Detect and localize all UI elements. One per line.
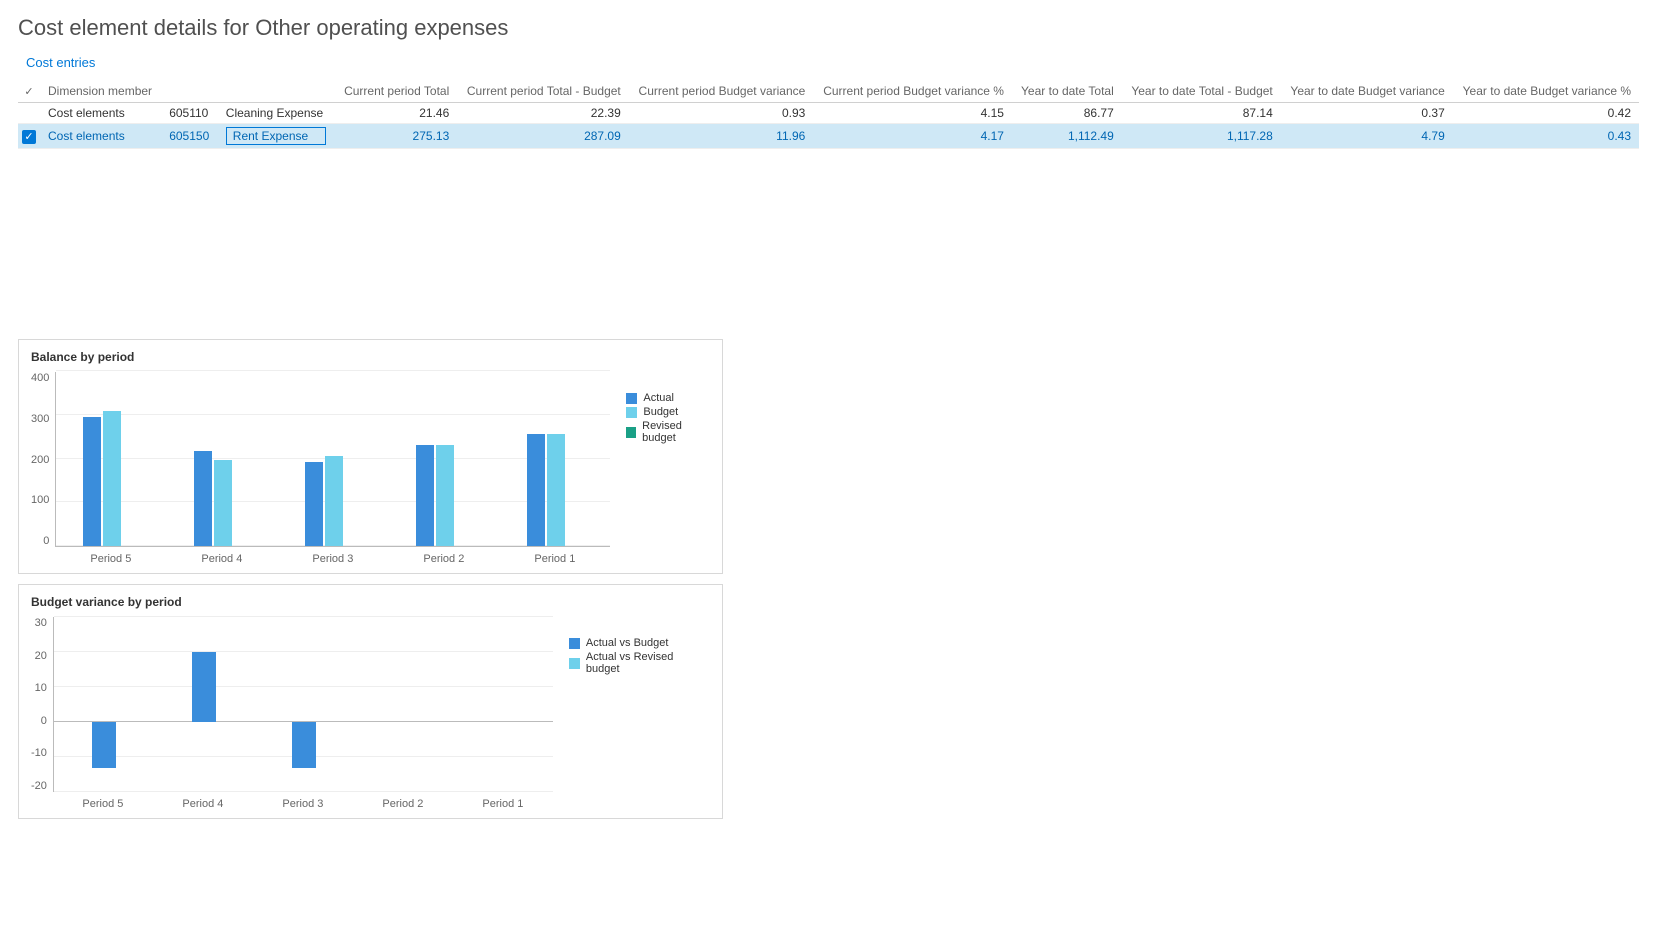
col-cp-total-budget[interactable]: Current period Total - Budget bbox=[457, 80, 629, 103]
cell-cp-total: 21.46 bbox=[335, 103, 457, 124]
cell-cp-var: 0.93 bbox=[629, 103, 814, 124]
table-header-row: ✓ Dimension member Current period Total … bbox=[18, 80, 1639, 103]
cell-name: Cleaning Expense bbox=[218, 103, 335, 124]
cell-cp-total: 275.13 bbox=[335, 124, 457, 149]
chart-bar[interactable] bbox=[192, 652, 216, 722]
cell-cp-var-pct: 4.15 bbox=[813, 103, 1012, 124]
cell-ytd-var-pct: 0.43 bbox=[1453, 124, 1639, 149]
chart-x-label: Period 5 bbox=[55, 553, 166, 565]
legend-swatch bbox=[569, 638, 580, 649]
chart-x-label: Period 5 bbox=[53, 798, 153, 810]
col-cp-var[interactable]: Current period Budget variance bbox=[629, 80, 814, 103]
cell-ytd-total: 1,112.49 bbox=[1012, 124, 1122, 149]
legend-label: Actual bbox=[643, 392, 674, 404]
legend-item[interactable]: Budget bbox=[626, 406, 710, 418]
cell-code: 605150 bbox=[161, 124, 218, 149]
table-row[interactable]: ✓Cost elements605150 Rent Expense 275.1328… bbox=[18, 124, 1639, 149]
chart-x-label: Period 4 bbox=[166, 553, 277, 565]
legend-item[interactable]: Actual vs Revised budget bbox=[569, 651, 710, 675]
chart-bar[interactable] bbox=[416, 445, 434, 547]
cell-ytd-total: 86.77 bbox=[1012, 103, 1122, 124]
chart-x-label: Period 3 bbox=[277, 553, 388, 565]
chart-bar[interactable] bbox=[194, 451, 212, 546]
col-name bbox=[218, 80, 335, 103]
col-ytd-total-budget[interactable]: Year to date Total - Budget bbox=[1122, 80, 1281, 103]
budget-variance-chart: Budget variance by period 3020100-10-20P… bbox=[18, 584, 723, 819]
chart-bar[interactable] bbox=[292, 722, 316, 768]
chart-x-label: Period 2 bbox=[388, 553, 499, 565]
col-cp-total[interactable]: Current period Total bbox=[335, 80, 457, 103]
legend-item[interactable]: Revised budget bbox=[626, 420, 710, 444]
cell-ytd-var: 4.79 bbox=[1281, 124, 1453, 149]
legend-label: Actual vs Revised budget bbox=[586, 651, 710, 675]
chart2-title: Budget variance by period bbox=[31, 595, 710, 609]
cell-name: Rent Expense bbox=[218, 124, 335, 149]
chart-x-label: Period 1 bbox=[499, 553, 610, 565]
col-cp-var-pct[interactable]: Current period Budget variance % bbox=[813, 80, 1012, 103]
chart-bar[interactable] bbox=[103, 411, 121, 546]
cell-ytd-var-pct: 0.42 bbox=[1453, 103, 1639, 124]
chart-bar[interactable] bbox=[214, 460, 232, 546]
cell-ytd-total-budget: 87.14 bbox=[1122, 103, 1281, 124]
chart-x-label: Period 2 bbox=[353, 798, 453, 810]
cell-code: 605110 bbox=[161, 103, 218, 124]
row-checkbox[interactable] bbox=[18, 103, 40, 124]
chart1-title: Balance by period bbox=[31, 350, 710, 364]
legend-swatch bbox=[626, 427, 636, 438]
chart-bar[interactable] bbox=[325, 456, 343, 546]
cost-entries-link[interactable]: Cost entries bbox=[26, 55, 95, 70]
legend-label: Revised budget bbox=[642, 420, 710, 444]
col-code bbox=[161, 80, 218, 103]
cell-ytd-var: 0.37 bbox=[1281, 103, 1453, 124]
row-checkbox[interactable]: ✓ bbox=[18, 124, 40, 149]
chart-bar[interactable] bbox=[305, 462, 323, 546]
chart-bar[interactable] bbox=[83, 417, 101, 546]
chart-bar[interactable] bbox=[436, 445, 454, 547]
cell-cp-total-budget: 22.39 bbox=[457, 103, 629, 124]
page-title: Cost element details for Other operating… bbox=[18, 15, 1639, 41]
cell-cp-total-budget: 287.09 bbox=[457, 124, 629, 149]
cell-ytd-total-budget: 1,117.28 bbox=[1122, 124, 1281, 149]
cell-cp-var-pct: 4.17 bbox=[813, 124, 1012, 149]
cost-elements-table: ✓ Dimension member Current period Total … bbox=[18, 80, 1639, 149]
legend-swatch bbox=[626, 393, 637, 404]
col-ytd-var-pct[interactable]: Year to date Budget variance % bbox=[1453, 80, 1639, 103]
legend-label: Actual vs Budget bbox=[586, 637, 669, 649]
legend-label: Budget bbox=[643, 406, 678, 418]
cell-cp-var: 11.96 bbox=[629, 124, 814, 149]
balance-by-period-chart: Balance by period 4003002001000Period 5P… bbox=[18, 339, 723, 574]
selected-cell-highlight[interactable]: Rent Expense bbox=[226, 127, 326, 145]
legend-swatch bbox=[626, 407, 637, 418]
legend-item[interactable]: Actual bbox=[626, 392, 710, 404]
col-ytd-var[interactable]: Year to date Budget variance bbox=[1281, 80, 1453, 103]
table-row[interactable]: Cost elements605110Cleaning Expense21.46… bbox=[18, 103, 1639, 124]
cell-dimension: Cost elements bbox=[40, 124, 161, 149]
col-ytd-total[interactable]: Year to date Total bbox=[1012, 80, 1122, 103]
legend-swatch bbox=[569, 658, 580, 669]
col-dimension[interactable]: Dimension member bbox=[40, 80, 161, 103]
select-all-header[interactable]: ✓ bbox=[18, 80, 40, 103]
chart-x-label: Period 1 bbox=[453, 798, 553, 810]
chart-bar[interactable] bbox=[527, 434, 545, 546]
chart-bar[interactable] bbox=[92, 722, 116, 768]
chart-bar[interactable] bbox=[547, 434, 565, 546]
chart-x-label: Period 4 bbox=[153, 798, 253, 810]
legend-item[interactable]: Actual vs Budget bbox=[569, 637, 710, 649]
chart-x-label: Period 3 bbox=[253, 798, 353, 810]
cell-dimension: Cost elements bbox=[40, 103, 161, 124]
